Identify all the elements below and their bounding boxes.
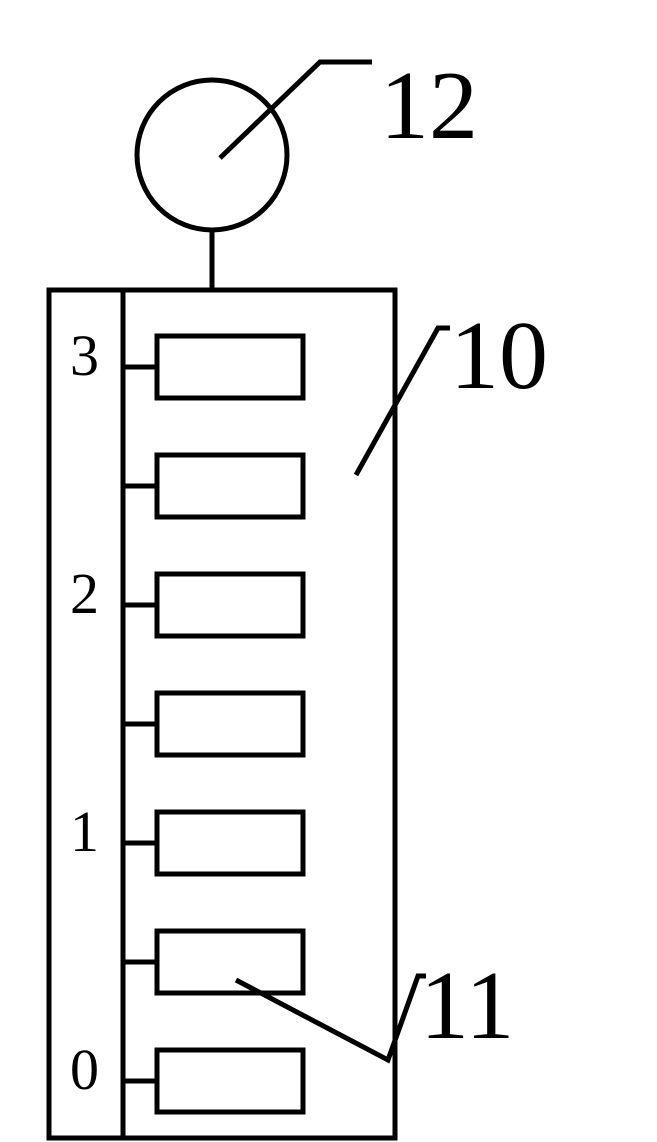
callout-12: 12 bbox=[380, 50, 478, 162]
leader-10 bbox=[356, 328, 450, 475]
mark-rect bbox=[157, 574, 303, 636]
mark-rect bbox=[157, 812, 303, 874]
mark-rect bbox=[157, 455, 303, 517]
mark-rect bbox=[157, 336, 303, 398]
diagram-canvas: 1210113210 bbox=[0, 0, 657, 1142]
mark-rect bbox=[157, 1050, 303, 1112]
level-label-0: 0 bbox=[70, 1036, 99, 1103]
mark-rect bbox=[157, 931, 303, 993]
level-label-2: 2 bbox=[70, 560, 99, 627]
level-label-3: 3 bbox=[70, 322, 99, 389]
origin-circle bbox=[137, 80, 287, 230]
callout-10: 10 bbox=[450, 300, 548, 412]
mark-rect bbox=[157, 693, 303, 755]
callout-11: 11 bbox=[420, 950, 514, 1062]
main-box bbox=[49, 290, 395, 1138]
leader-12 bbox=[220, 62, 372, 158]
level-label-1: 1 bbox=[70, 798, 99, 865]
